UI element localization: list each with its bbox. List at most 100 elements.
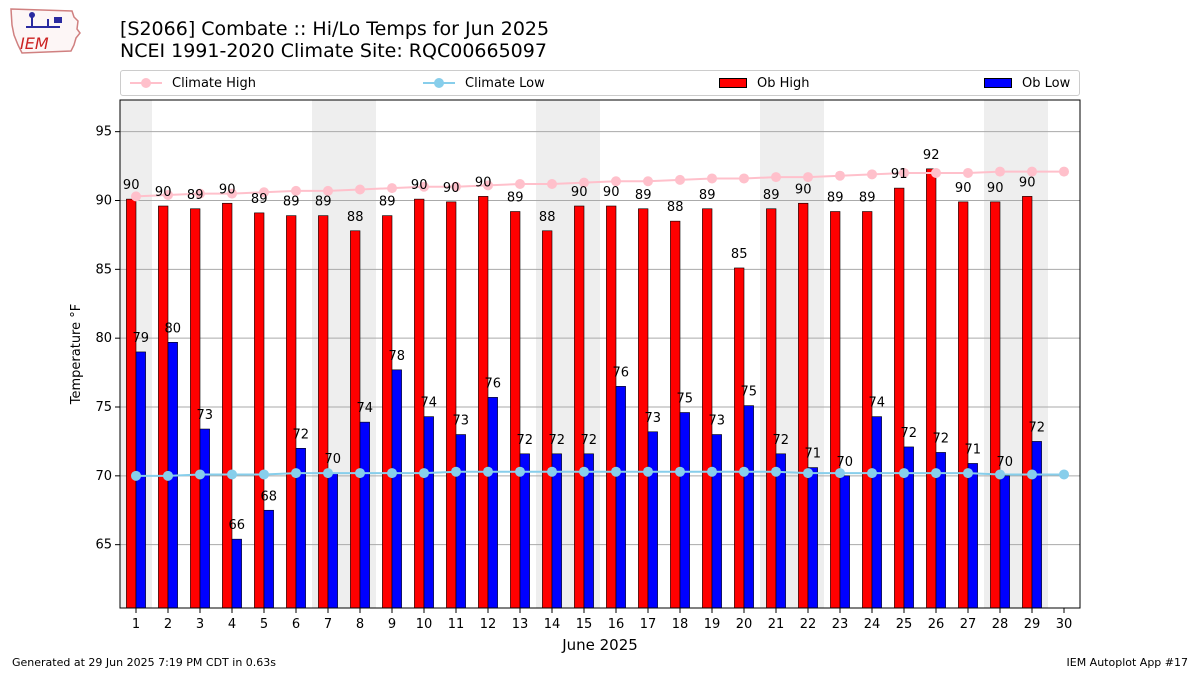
x-tick-label: 21: [768, 617, 785, 632]
x-tick-label: 16: [608, 617, 625, 632]
ob-high-value-label: 89: [283, 195, 300, 210]
ob-high-bar: [286, 215, 297, 609]
climate-high-point: [355, 184, 365, 195]
climate-low-point: [259, 469, 269, 480]
climate-low-point: [291, 468, 301, 479]
x-tick-label: 10: [416, 617, 433, 632]
climate-high-point: [803, 172, 813, 183]
ob-high-bar: [830, 211, 841, 609]
climate-high-point: [899, 167, 909, 178]
ob-low-bar: [551, 453, 562, 609]
climate-low-point: [1059, 469, 1069, 480]
climate-low-line: [136, 470, 1064, 477]
ob-low-value-label: 78: [389, 349, 406, 364]
ob-low-value-label: 71: [965, 442, 982, 457]
climate-low-point: [355, 468, 365, 479]
climate-high-point: [227, 188, 237, 199]
ob-high-bar: [766, 208, 777, 609]
climate-high-line: [135, 170, 1064, 198]
climate-low-point: [547, 466, 557, 477]
ob-low-value-label: 72: [933, 431, 950, 446]
ob-low-value-label: 76: [485, 376, 502, 391]
climate-low-point: [1027, 469, 1037, 480]
ob-low-bar: [199, 428, 210, 609]
ob-low-bar: [423, 416, 434, 609]
ob-high-bar: [382, 215, 393, 609]
ob-high-bar: [702, 208, 713, 609]
ob-low-value-label: 72: [1029, 420, 1046, 435]
ob-high-bar: [158, 205, 169, 609]
climate-high-point: [675, 174, 685, 185]
x-tick-label: 1: [132, 617, 140, 632]
ob-high-value-label: 90: [955, 181, 972, 196]
ob-high-value-label: 90: [155, 185, 172, 200]
ob-low-bar: [679, 412, 690, 609]
climate-high-point: [323, 185, 333, 196]
climate-low-point: [707, 466, 717, 477]
x-tick-label: 4: [228, 617, 236, 632]
chart-legend: Climate High Climate Low Ob High Ob Low: [120, 70, 1080, 96]
ob-low-bar: [807, 467, 818, 609]
ob-low-value-label: 74: [421, 396, 438, 411]
ob-high-value-label: 89: [827, 191, 844, 206]
x-tick-label: 27: [960, 617, 977, 632]
climate-low-point: [419, 468, 429, 479]
ob-low-bar: [519, 453, 530, 609]
ob-high-bar: [446, 201, 457, 609]
ob-low-bar: [743, 405, 754, 609]
x-tick-label: 9: [388, 617, 396, 632]
climate-high-point: [483, 180, 493, 191]
climate-low-point: [195, 469, 205, 480]
ob-low-value-label: 72: [901, 426, 918, 441]
y-tick-label: 85: [95, 262, 112, 277]
ob-low-value-label: 73: [453, 414, 470, 429]
ob-high-bar: [734, 267, 745, 609]
climate-high-point: [963, 167, 973, 178]
ob-low-bar: [1031, 441, 1042, 609]
ob-high-bar: [990, 201, 1001, 609]
climate-low-point: [387, 468, 397, 479]
climate-high-point: [579, 177, 589, 188]
ob-high-value-label: 89: [859, 191, 876, 206]
x-tick-label: 15: [576, 617, 593, 632]
y-tick-label: 90: [95, 193, 112, 208]
ob-high-value-label: 88: [539, 210, 556, 225]
climate-high-point: [835, 170, 845, 181]
climate-high-point: [163, 189, 173, 200]
ob-low-bar: [647, 431, 658, 609]
x-tick-label: 7: [324, 617, 332, 632]
plot-frame: [119, 99, 1081, 609]
generated-timestamp: Generated at 29 Jun 2025 7:19 PM CDT in …: [12, 656, 277, 669]
climate-high-point: [995, 166, 1005, 177]
chart-subtitle: NCEI 1991-2020 Climate Site: RQC00665097: [120, 40, 547, 62]
ob-low-bar: [391, 369, 402, 609]
ob-low-bar: [231, 538, 242, 609]
climate-low-point: [899, 468, 909, 479]
ob-high-value-label: 91: [891, 167, 908, 182]
climate-high-point: [547, 178, 557, 189]
ob-high-swatch-icon: [719, 78, 747, 88]
ob-low-value-label: 72: [549, 433, 566, 448]
ob-low-value-label: 73: [709, 414, 726, 429]
climate-low-point: [227, 469, 237, 480]
x-tick-label: 29: [1024, 617, 1041, 632]
x-tick-label: 2: [164, 617, 172, 632]
x-tick-label: 20: [736, 617, 753, 632]
ob-low-value-label: 71: [805, 447, 822, 462]
climate-high-point: [643, 176, 653, 187]
ob-high-bar: [894, 187, 905, 609]
x-axis-label: June 2025: [561, 636, 638, 654]
ob-low-value-label: 74: [869, 396, 886, 411]
x-tick-label: 14: [544, 617, 561, 632]
y-tick-label: 80: [95, 331, 112, 346]
x-tick-label: 25: [896, 617, 913, 632]
x-tick-label: 22: [800, 617, 817, 632]
climate-high-point: [1059, 166, 1069, 177]
ob-low-bar: [839, 475, 850, 609]
ob-high-value-label: 89: [251, 192, 268, 207]
climate-high-point: [451, 181, 461, 192]
app-attribution: IEM Autoplot App #17: [1066, 656, 1189, 669]
ob-low-bar: [999, 475, 1010, 609]
climate-high-point: [771, 172, 781, 183]
